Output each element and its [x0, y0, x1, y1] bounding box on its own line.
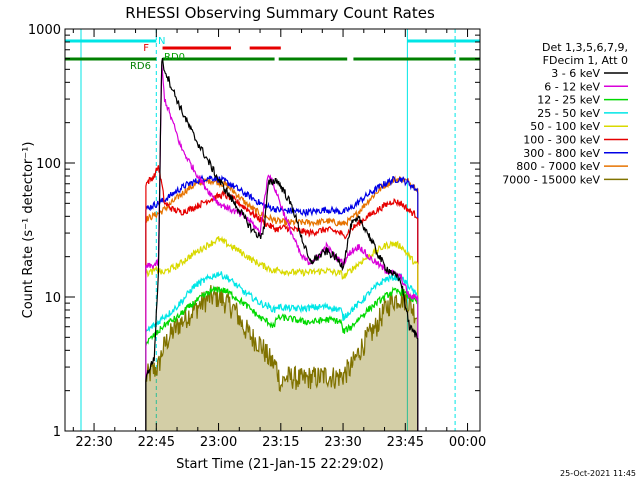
legend-header-0: Det 1,3,5,6,7,9,	[542, 41, 628, 54]
flag-label-f: F	[143, 43, 149, 54]
legend-header-1: FDecim 1, Att 0	[543, 54, 628, 67]
timestamp: 25-Oct-2021 11:45	[560, 469, 636, 478]
y-tick-label-1: 10	[44, 291, 61, 306]
x-tick-label-4: 23:30	[324, 435, 361, 450]
x-tick-label-0: 22:30	[75, 435, 112, 450]
series-line-1	[145, 64, 419, 431]
series-line-2	[145, 285, 419, 431]
flag-label-rd0: RD0	[164, 52, 185, 63]
x-axis-label: Start Time (21-Jan-15 22:29:02)	[176, 457, 384, 472]
series-line-0	[145, 57, 419, 431]
legend-label-3: 25 - 50 keV	[537, 107, 600, 120]
y-tick-label-0: 1	[53, 425, 61, 440]
legend-label-2: 12 - 25 keV	[537, 94, 600, 107]
series-fill-8	[145, 285, 418, 431]
legend-label-6: 300 - 800 keV	[523, 147, 600, 160]
y-tick-label-2: 100	[36, 157, 61, 172]
series-line-8	[145, 285, 419, 431]
legend-label-0: 3 - 6 keV	[551, 67, 600, 80]
y-tick-label-3: 1000	[28, 23, 61, 38]
legend-label-4: 50 - 100 keV	[530, 120, 600, 133]
series-line-5	[145, 165, 419, 431]
flag-label-rd6: RD6	[130, 61, 151, 72]
chart-title: RHESSI Observing Summary Count Rates	[125, 4, 435, 22]
x-tick-label-3: 23:15	[262, 435, 299, 450]
y-axis-label: Count Rate (s⁻¹ detector⁻¹)	[21, 142, 36, 319]
legend-label-8: 7000 - 15000 keV	[502, 173, 600, 186]
x-tick-label-6: 00:00	[449, 435, 486, 450]
x-tick-label-1: 22:45	[138, 435, 175, 450]
flag-label-n: N	[158, 36, 165, 47]
x-tick-label-5: 23:45	[387, 435, 424, 450]
series-line-7	[145, 175, 419, 431]
legend-label-5: 100 - 300 keV	[523, 134, 600, 147]
series-line-4	[145, 235, 419, 431]
legend-label-1: 6 - 12 keV	[544, 80, 600, 93]
plot-frame	[64, 28, 481, 432]
x-tick-label-2: 23:00	[200, 435, 237, 450]
legend-label-7: 800 - 7000 keV	[516, 160, 600, 173]
series-line-3	[145, 271, 419, 431]
series-line-6	[145, 174, 419, 431]
